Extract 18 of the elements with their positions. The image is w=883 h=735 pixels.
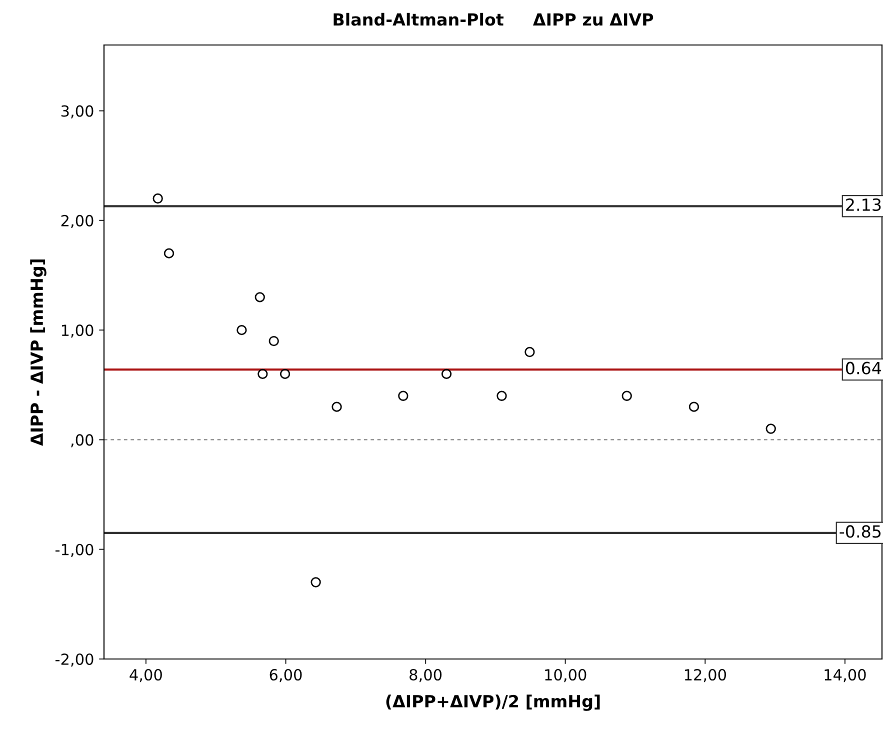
ref-line-label: -0.85 <box>840 525 881 538</box>
chart-title: Bland-Altman-Plot ΔIPP zu ΔIVP <box>334 12 654 26</box>
y-tick-label: 1,00 <box>62 324 94 338</box>
x-tick-label: 4,00 <box>130 668 162 682</box>
x-axis-title: (ΔIPP+ΔIVP)/2 [mmHg] <box>386 694 600 711</box>
x-tick-label: 8,00 <box>410 668 442 682</box>
x-tick-label: 14,00 <box>824 668 866 682</box>
ref-line-label: 0.64 <box>846 362 882 374</box>
y-tick-label: 3,00 <box>61 105 94 118</box>
y-axis-title: ΔIPP - ΔIVP [mmHg] <box>30 259 46 446</box>
x-tick-label: 12,00 <box>684 668 726 682</box>
y-tick-label: ,00 <box>71 434 94 448</box>
ref-line-label: 2.13 <box>846 198 881 212</box>
x-tick-label: 10,00 <box>545 668 586 682</box>
y-tick-label: -2,00 <box>55 653 94 667</box>
x-tick-label: 6,00 <box>270 668 302 682</box>
y-tick-label: -1,00 <box>55 544 94 557</box>
y-tick-label: 2,00 <box>61 214 94 228</box>
